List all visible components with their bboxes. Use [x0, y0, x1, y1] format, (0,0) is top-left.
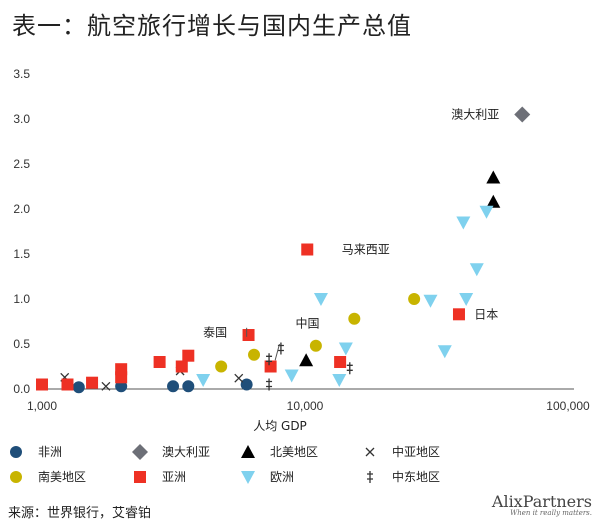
point-africa	[167, 380, 180, 393]
legend-marker-europe	[241, 471, 255, 484]
y-tick-label: 2.5	[13, 157, 30, 171]
point-asia	[61, 378, 74, 391]
annotation-label: 泰国	[203, 325, 227, 339]
brand-name: AlixPartners	[491, 492, 592, 511]
point-south_america	[248, 348, 261, 361]
point-north_america	[299, 353, 314, 367]
legend-label-north_america: 北美地区	[270, 445, 318, 459]
point-asia	[175, 360, 188, 373]
x-tick-label: 10,000	[287, 399, 324, 413]
legend-marker-asia	[134, 471, 146, 483]
legend-label-africa: 非洲	[38, 445, 62, 459]
chart-axes: 0.0 0.5 1.0 1.5 2.0 2.5 3.0 3.5 1,000 10,000 100,0…	[13, 67, 590, 433]
point-middle_east	[277, 342, 284, 355]
point-central_asia	[101, 381, 111, 391]
point-asia	[264, 360, 277, 373]
x-tick-label: 100,000	[546, 399, 590, 413]
point-europe	[423, 294, 438, 308]
annotation-leader	[274, 343, 280, 361]
legend-label-middle_east: 中东地区	[392, 469, 440, 484]
legend-label-south_america: 南美地区	[38, 469, 86, 484]
annotation-label: 马来西亚	[342, 243, 390, 257]
point-africa	[72, 381, 85, 394]
point-south_america	[408, 293, 421, 305]
legend-marker-south_america	[10, 471, 22, 483]
point-south_america	[309, 339, 322, 352]
brand-logo: AlixPartners When it really matters.	[492, 492, 592, 517]
point-asia	[36, 378, 48, 391]
point-middle_east	[266, 378, 273, 391]
source-note: 来源：世界银行，艾睿铂	[8, 506, 152, 521]
y-tick-label: 1.0	[13, 292, 30, 306]
x-axis-label: 人均 GDP	[253, 419, 307, 433]
point-asia	[301, 243, 314, 256]
scatter-chart: 0.0 0.5 1.0 1.5 2.0 2.5 3.0 3.5 1,000 10,000 100,0…	[10, 67, 590, 484]
point-asia	[452, 308, 465, 321]
brand-tagline: When it really matters.	[510, 509, 592, 517]
point-north_america	[486, 194, 501, 208]
point-middle_east	[266, 353, 273, 366]
annotation-label: 日本	[474, 307, 498, 321]
point-asia	[334, 356, 347, 368]
legend-label-asia: 亚洲	[162, 470, 186, 484]
chart-points	[36, 106, 531, 394]
y-tick-label: 1.5	[13, 247, 30, 261]
x-tick-label: 1,000	[27, 399, 57, 413]
chart-title: 表一：航空旅行增长与国内生产总值	[12, 12, 412, 40]
y-tick-label: 0.0	[13, 382, 30, 396]
legend-label-central_asia: 中亚地区	[392, 444, 440, 459]
point-europe	[338, 342, 353, 356]
point-europe	[196, 374, 211, 387]
point-south_america	[348, 312, 361, 325]
point-north_america	[486, 170, 501, 184]
point-asia	[242, 329, 255, 341]
point-australia	[514, 106, 531, 123]
point-africa	[240, 378, 253, 391]
point-south_america	[215, 360, 228, 373]
point-europe	[332, 374, 347, 387]
point-europe	[459, 293, 474, 306]
legend-label-europe: 欧洲	[270, 470, 294, 484]
legend-marker-central_asia	[365, 447, 375, 457]
y-tick-label: 3.5	[13, 67, 30, 81]
point-asia	[153, 356, 166, 368]
point-middle_east	[346, 362, 353, 375]
point-europe	[469, 263, 484, 277]
point-asia	[182, 349, 195, 362]
legend-marker-africa	[10, 446, 22, 458]
annotation-label: 澳大利亚	[451, 108, 499, 122]
legend-marker-middle_east	[367, 471, 373, 483]
y-tick-label: 3.0	[13, 112, 30, 126]
point-europe	[313, 293, 328, 306]
legend-marker-australia	[132, 444, 148, 460]
legend-marker-north_america	[241, 445, 255, 458]
point-europe	[456, 216, 471, 230]
point-europe	[284, 369, 299, 383]
annotation-label: 中国	[295, 315, 319, 330]
point-central_asia	[234, 373, 244, 383]
y-tick-label: 0.5	[13, 337, 30, 351]
legend-label-australia: 澳大利亚	[162, 445, 210, 459]
point-europe	[479, 205, 494, 219]
point-africa	[182, 380, 195, 393]
y-tick-label: 2.0	[13, 202, 30, 216]
point-europe	[437, 345, 452, 359]
point-asia	[115, 363, 128, 376]
point-asia	[86, 376, 99, 389]
